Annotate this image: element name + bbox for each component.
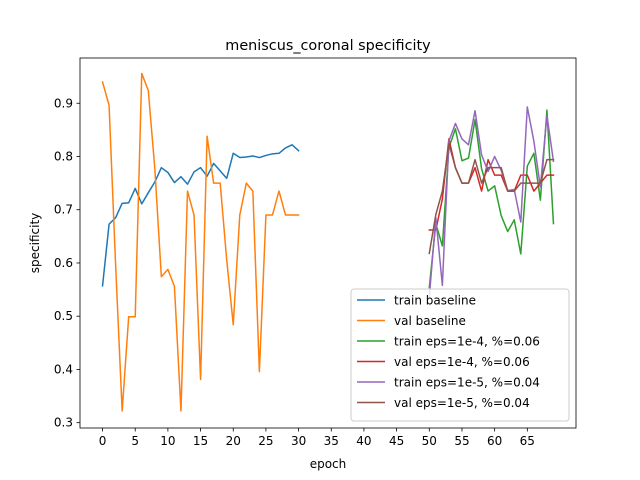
x-tick-label: 30 — [291, 434, 306, 448]
chart-title: meniscus_coronal specificity — [225, 38, 431, 54]
axes-layer: 0 5 10 15 20 25 30 35 40 45 50 55 60 65 0.3 0.4 0.5 0.6 0.… — [54, 57, 577, 448]
legend-label-0: train baseline — [394, 294, 476, 308]
x-tick-label: 60 — [487, 434, 502, 448]
x-tick-label: 10 — [160, 434, 175, 448]
y-tick-label: 0.9 — [54, 96, 73, 110]
series-line-5 — [428, 142, 555, 255]
legend-label-5: val eps=1e-5, %=0.04 — [394, 396, 530, 410]
x-tick-label: 50 — [422, 434, 437, 448]
y-tick-label: 0.4 — [54, 362, 73, 376]
y-axis-label: specificity — [28, 213, 42, 273]
y-tick-label: 0.8 — [54, 149, 73, 163]
legend-box — [350, 288, 570, 422]
x-axis-label: epoch — [310, 457, 347, 471]
series-line-4 — [428, 106, 555, 298]
x-tick-label: 5 — [131, 434, 139, 448]
y-tick-label: 0.5 — [54, 309, 73, 323]
x-tick-label: 20 — [226, 434, 241, 448]
series-line-1 — [101, 72, 300, 412]
y-tick-label: 0.7 — [54, 203, 73, 217]
y-tick-label: 0.6 — [54, 256, 73, 270]
x-tick-label: 0 — [99, 434, 107, 448]
x-tick-label: 65 — [520, 434, 535, 448]
series-layer — [101, 72, 555, 412]
legend: train baseline val baseline train eps=1e-4… — [350, 288, 570, 422]
axes-frame — [79, 57, 577, 429]
x-tick-label: 35 — [324, 434, 339, 448]
series-line-0 — [101, 144, 300, 287]
x-tick-label: 15 — [193, 434, 208, 448]
legend-label-4: train eps=1e-5, %=0.04 — [394, 376, 540, 390]
x-tick-label: 45 — [389, 434, 404, 448]
legend-label-3: val eps=1e-4, %=0.06 — [394, 355, 530, 369]
y-tick-label: 0.3 — [54, 416, 73, 430]
x-tick-label: 40 — [356, 434, 371, 448]
legend-label-1: val baseline — [394, 314, 466, 328]
legend-label-2: train eps=1e-4, %=0.06 — [394, 335, 540, 349]
x-tick-label: 25 — [258, 434, 273, 448]
x-tick-label: 55 — [454, 434, 469, 448]
